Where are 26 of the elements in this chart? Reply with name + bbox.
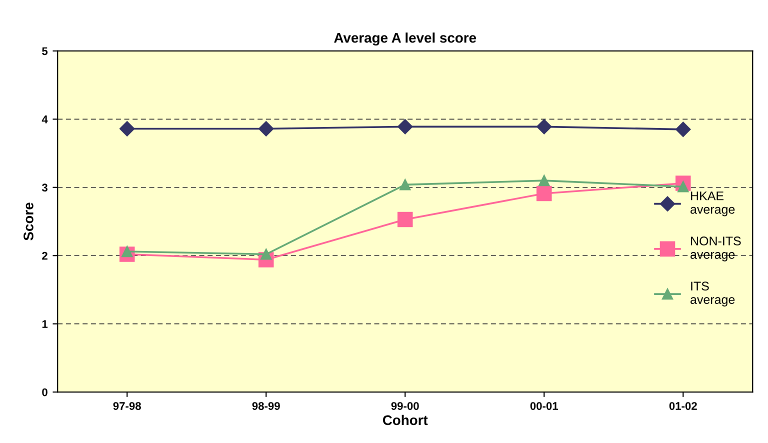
x-tick-label: 97-98 [113,402,141,410]
x-axis-title: Cohort [382,414,428,426]
y-tick-label: 1 [42,320,48,328]
point [676,122,691,137]
point [538,175,550,186]
legend-label: HKAE average [690,192,735,216]
point [398,119,413,134]
point [397,212,413,228]
legend-label: ITS average [690,282,735,306]
y-axis-title: Score [24,202,34,240]
chart-title: Average A level score [334,32,476,46]
point [536,119,552,134]
point [400,179,411,190]
x-tick-label: 00-01 [530,402,558,410]
y-tick-label: 0 [42,388,48,396]
y-tick-label: 3 [42,184,48,192]
point [120,121,135,136]
x-tick-label: 98-99 [252,402,280,410]
x-tick-label: 99-00 [391,402,419,410]
y-tick-label: 4 [42,116,48,124]
y-tick-label: 2 [42,252,48,260]
x-tick-label: 01-02 [669,402,697,410]
point [258,121,274,136]
point [536,186,552,202]
legend-label: NON-ITS average [690,236,741,262]
y-tick-label: 5 [42,47,48,56]
